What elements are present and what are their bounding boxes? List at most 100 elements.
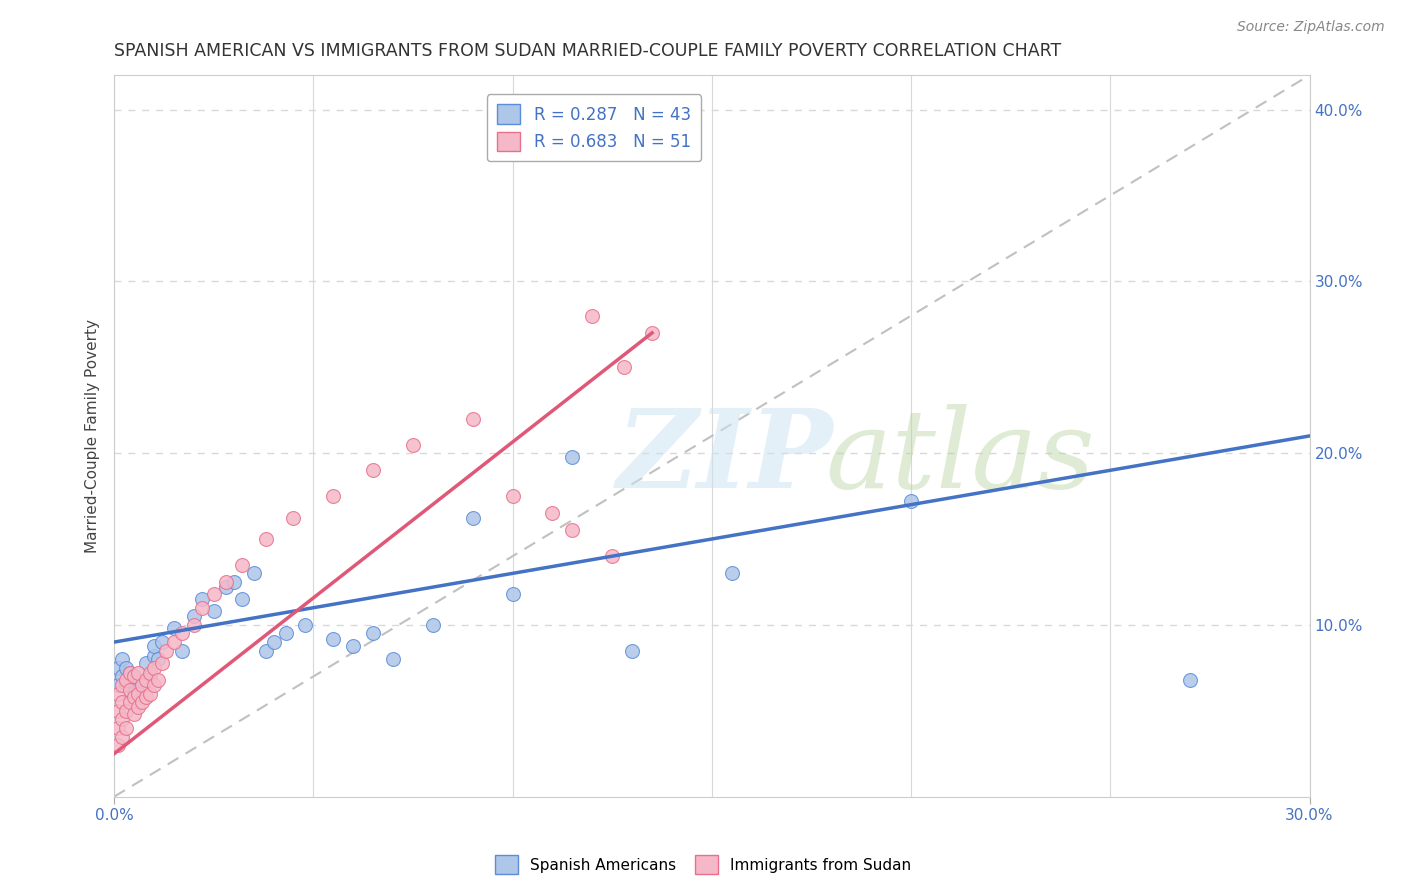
Point bbox=[613, 360, 636, 375]
Point bbox=[294, 618, 316, 632]
Point bbox=[183, 609, 205, 624]
Point bbox=[131, 678, 153, 692]
Point bbox=[115, 661, 138, 675]
Point bbox=[127, 687, 149, 701]
Y-axis label: Married-Couple Family Poverty: Married-Couple Family Poverty bbox=[86, 319, 100, 553]
Point bbox=[135, 673, 157, 687]
Point bbox=[215, 580, 238, 594]
Point bbox=[115, 721, 138, 735]
Point bbox=[115, 673, 138, 687]
Point bbox=[402, 437, 425, 451]
Point bbox=[191, 592, 214, 607]
Point bbox=[111, 712, 134, 726]
Point bbox=[143, 661, 166, 675]
Legend: Spanish Americans, Immigrants from Sudan: Spanish Americans, Immigrants from Sudan bbox=[489, 849, 917, 880]
Point bbox=[120, 665, 142, 680]
Point bbox=[120, 695, 142, 709]
Point bbox=[720, 566, 742, 581]
Point bbox=[111, 695, 134, 709]
Legend: R = 0.287   N = 43, R = 0.683   N = 51: R = 0.287 N = 43, R = 0.683 N = 51 bbox=[486, 95, 700, 161]
Point bbox=[274, 626, 297, 640]
Point bbox=[146, 652, 169, 666]
Point bbox=[231, 558, 253, 572]
Point bbox=[600, 549, 623, 564]
Point bbox=[561, 524, 583, 538]
Point bbox=[254, 532, 277, 546]
Point bbox=[202, 604, 225, 618]
Point bbox=[170, 626, 193, 640]
Point bbox=[107, 661, 129, 675]
Point bbox=[361, 463, 384, 477]
Point bbox=[502, 587, 524, 601]
Point bbox=[231, 592, 253, 607]
Point bbox=[242, 566, 264, 581]
Point bbox=[254, 643, 277, 657]
Point bbox=[122, 669, 145, 683]
Point bbox=[581, 309, 603, 323]
Point bbox=[120, 673, 142, 687]
Point bbox=[155, 643, 177, 657]
Point bbox=[143, 639, 166, 653]
Point bbox=[111, 669, 134, 683]
Point bbox=[146, 673, 169, 687]
Point bbox=[202, 587, 225, 601]
Point bbox=[127, 665, 149, 680]
Point bbox=[322, 489, 344, 503]
Point bbox=[342, 639, 364, 653]
Point bbox=[382, 652, 405, 666]
Point bbox=[263, 635, 285, 649]
Point bbox=[131, 678, 153, 692]
Point bbox=[163, 621, 186, 635]
Point bbox=[150, 656, 173, 670]
Point bbox=[900, 494, 922, 508]
Point bbox=[107, 704, 129, 718]
Point bbox=[135, 690, 157, 704]
Point bbox=[115, 704, 138, 718]
Point bbox=[127, 673, 149, 687]
Point bbox=[122, 687, 145, 701]
Point bbox=[621, 643, 644, 657]
Point bbox=[183, 618, 205, 632]
Point bbox=[111, 652, 134, 666]
Point bbox=[561, 450, 583, 464]
Point bbox=[139, 669, 162, 683]
Point bbox=[222, 574, 245, 589]
Point bbox=[215, 574, 238, 589]
Point bbox=[641, 326, 664, 340]
Point bbox=[1178, 673, 1201, 687]
Point bbox=[461, 511, 484, 525]
Point bbox=[283, 511, 305, 525]
Point bbox=[127, 700, 149, 714]
Point bbox=[422, 618, 444, 632]
Text: SPANISH AMERICAN VS IMMIGRANTS FROM SUDAN MARRIED-COUPLE FAMILY POVERTY CORRELAT: SPANISH AMERICAN VS IMMIGRANTS FROM SUDA… bbox=[114, 42, 1062, 60]
Point bbox=[143, 648, 166, 663]
Point bbox=[143, 678, 166, 692]
Point bbox=[107, 738, 129, 752]
Point bbox=[107, 678, 129, 692]
Point bbox=[122, 669, 145, 683]
Point bbox=[107, 687, 129, 701]
Point bbox=[115, 678, 138, 692]
Point bbox=[361, 626, 384, 640]
Point bbox=[111, 730, 134, 744]
Point bbox=[502, 489, 524, 503]
Point bbox=[150, 635, 173, 649]
Point bbox=[131, 695, 153, 709]
Point bbox=[461, 411, 484, 425]
Point bbox=[122, 707, 145, 722]
Point bbox=[120, 683, 142, 698]
Point bbox=[122, 690, 145, 704]
Point bbox=[139, 665, 162, 680]
Point bbox=[163, 635, 186, 649]
Point bbox=[170, 643, 193, 657]
Point bbox=[322, 632, 344, 646]
Point bbox=[139, 687, 162, 701]
Point bbox=[107, 721, 129, 735]
Point bbox=[120, 665, 142, 680]
Point bbox=[541, 506, 564, 520]
Text: ZIP: ZIP bbox=[616, 404, 832, 511]
Point bbox=[111, 678, 134, 692]
Text: Source: ZipAtlas.com: Source: ZipAtlas.com bbox=[1237, 20, 1385, 34]
Text: atlas: atlas bbox=[825, 404, 1095, 511]
Point bbox=[191, 600, 214, 615]
